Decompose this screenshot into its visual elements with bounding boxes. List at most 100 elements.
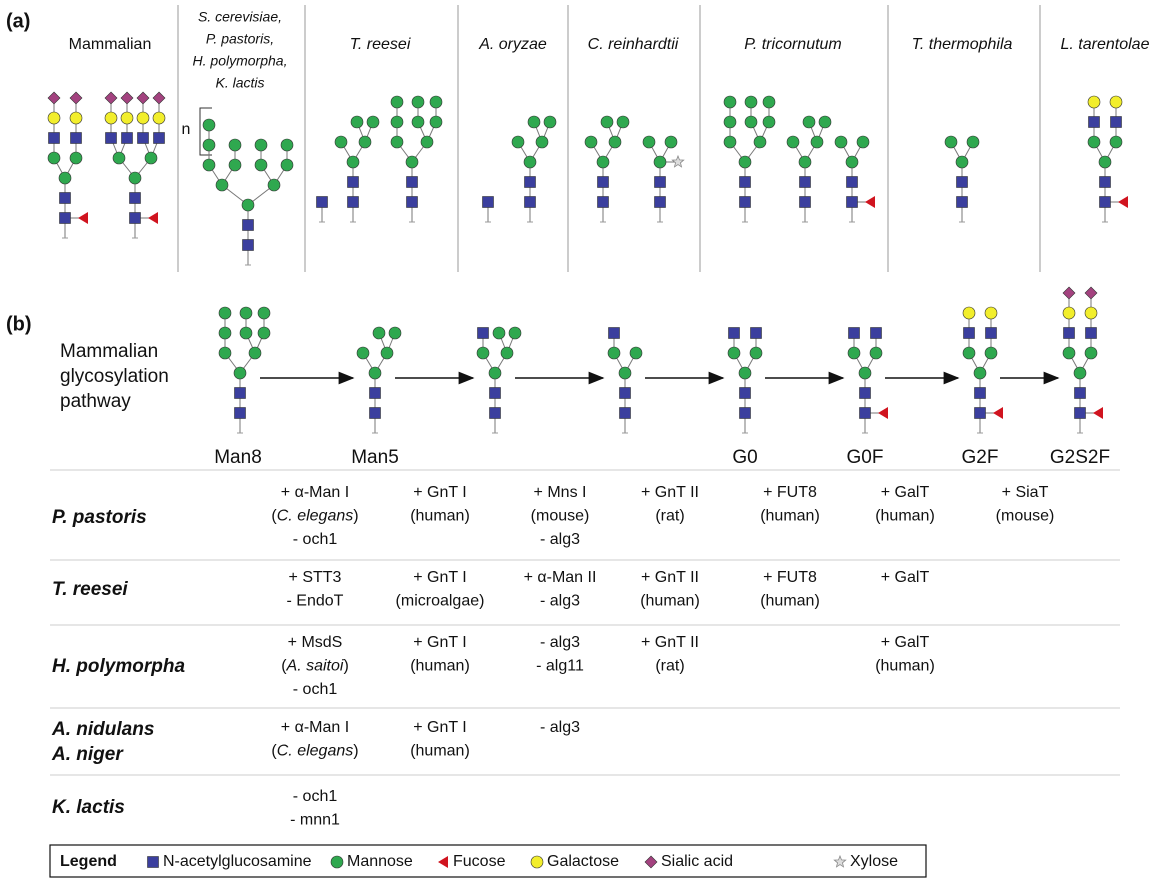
column-header: T. thermophila: [912, 36, 1013, 53]
mannose: [744, 115, 758, 129]
glcnac: [728, 327, 740, 339]
mannose: [388, 326, 402, 340]
organism-name: H. polymorpha: [52, 656, 185, 677]
pathway-title: pathway: [60, 391, 131, 412]
mannose: [973, 366, 987, 380]
mannose: [642, 135, 656, 149]
mannose: [241, 198, 255, 212]
mannose: [218, 346, 232, 360]
glcnac: [121, 132, 133, 144]
glcnac: [316, 196, 328, 208]
organism-name: T. reesei: [52, 579, 128, 600]
modification: + FUT8: [763, 569, 817, 586]
column-header: Mammalian: [69, 36, 152, 53]
mannose: [488, 366, 502, 380]
galactose: [984, 306, 998, 320]
modification: (C. elegans): [271, 743, 358, 760]
modification: + SiaT: [1002, 484, 1049, 501]
legend-item: Fucose: [453, 853, 506, 870]
modification: + GnT I: [413, 634, 467, 651]
mannose: [248, 346, 262, 360]
modification: (mouse): [996, 508, 1055, 525]
glcnac: [1085, 327, 1097, 339]
glcnac: [1074, 407, 1086, 419]
panel-label: (a): [6, 10, 30, 32]
mannose: [802, 115, 816, 129]
sialic-acid: [644, 855, 658, 869]
mannose: [500, 346, 514, 360]
mannose: [1084, 346, 1098, 360]
glcnac: [59, 212, 71, 224]
modification: (human): [640, 593, 700, 610]
glcnac: [739, 196, 751, 208]
mannose: [818, 115, 832, 129]
glcnac: [242, 239, 254, 251]
mannose: [257, 326, 271, 340]
mannose: [869, 346, 883, 360]
mannose: [144, 151, 158, 165]
mannose: [629, 346, 643, 360]
glcnac: [859, 407, 871, 419]
glcnac: [739, 387, 751, 399]
fucose: [993, 407, 1003, 419]
mannose: [618, 366, 632, 380]
glcnac: [70, 132, 82, 144]
glcnac: [654, 176, 666, 188]
modification: - mnn1: [290, 812, 340, 829]
modification: + GnT II: [641, 569, 699, 586]
modification: + GalT: [881, 634, 930, 651]
glcnac: [147, 856, 159, 868]
organism-name: K. lactis: [52, 797, 125, 818]
pathway-title: Mammalian: [60, 341, 158, 362]
glcnac: [597, 196, 609, 208]
column-header: L. tarentolae: [1061, 36, 1150, 53]
glcnac: [137, 132, 149, 144]
mannose: [368, 366, 382, 380]
mannose: [350, 115, 364, 129]
modification: - och1: [293, 531, 338, 548]
mannose: [955, 155, 969, 169]
mannose: [218, 306, 232, 320]
stage-label: Man8: [214, 447, 262, 468]
modification-part: A. saitoi: [286, 658, 344, 675]
mannose: [411, 115, 425, 129]
legend-item: Sialic acid: [661, 853, 733, 870]
glcnac: [489, 407, 501, 419]
glcnac: [524, 196, 536, 208]
modification-part: (: [281, 658, 287, 675]
mannose: [254, 158, 268, 172]
modification: (human): [875, 658, 935, 675]
fucose: [1093, 407, 1103, 419]
mannose: [653, 155, 667, 169]
modification: (human): [760, 508, 820, 525]
modification: + GnT I: [413, 484, 467, 501]
galactose: [152, 111, 166, 125]
legend-box: [49, 844, 927, 878]
modification-part: C. elegans: [277, 508, 354, 525]
mannose: [608, 135, 622, 149]
glcnac: [848, 327, 860, 339]
glcnac: [129, 212, 141, 224]
galactose: [47, 111, 61, 125]
glcnac: [799, 196, 811, 208]
modification: (microalgae): [396, 593, 485, 610]
mannose: [584, 135, 598, 149]
galactose: [1087, 95, 1101, 109]
mannose: [762, 95, 776, 109]
glcnac: [859, 387, 871, 399]
modification: (rat): [655, 658, 684, 675]
legend-item: Mannose: [347, 853, 413, 870]
glcnac: [963, 327, 975, 339]
modification: + FUT8: [763, 484, 817, 501]
mannose: [834, 135, 848, 149]
modification: + MsdS: [288, 634, 343, 651]
mannose: [257, 306, 271, 320]
glcnac: [974, 387, 986, 399]
glcnac: [956, 196, 968, 208]
stage-label: G2F: [962, 447, 999, 468]
pathway-title: glycosylation: [60, 366, 169, 387]
sialic-acid: [1062, 286, 1076, 300]
glcnac: [846, 176, 858, 188]
column-header: C. reinhardtii: [588, 36, 679, 53]
